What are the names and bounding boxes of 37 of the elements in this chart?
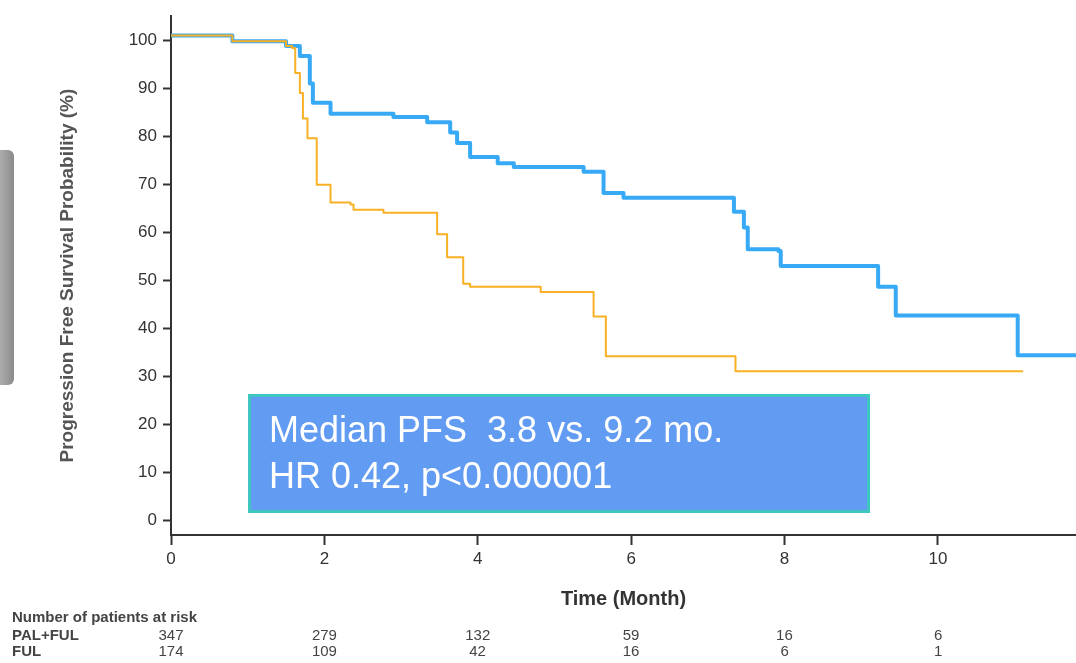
- text: 16: [776, 626, 793, 643]
- text: 109: [311, 642, 337, 659]
- y-tick-label: 60: [138, 222, 157, 242]
- text: Number of patients at risk: [12, 608, 198, 625]
- text: 59: [622, 626, 640, 643]
- text: PAL+FUL: [12, 626, 79, 643]
- x-tick-label: 8: [779, 548, 790, 568]
- text: 132: [465, 626, 491, 643]
- text: 1: [933, 642, 943, 659]
- y-tick-label: 10: [138, 462, 157, 482]
- y-tick-label: 40: [138, 318, 157, 338]
- text: FUL: [12, 642, 42, 659]
- annotation: HR 0.42, p<0.000001: [269, 454, 614, 498]
- text: 6: [933, 626, 943, 643]
- text: 16: [622, 642, 640, 659]
- x-tick-label: 4: [473, 548, 483, 568]
- y-axis-title: Progression Free Survival Probability (%): [55, 88, 77, 463]
- y-tick-label: 70: [138, 174, 157, 194]
- y-tick-label: 20: [138, 414, 157, 434]
- x-tick-label: 10: [928, 548, 948, 568]
- y-tick-label: 30: [138, 366, 157, 386]
- x-tick-label: 0: [166, 548, 176, 568]
- annotation: Median PFS 3.8 vs. 9.2 mo.: [269, 408, 725, 452]
- text: 174: [158, 642, 184, 659]
- y-tick-label: 80: [138, 125, 157, 145]
- text: 279: [311, 626, 337, 643]
- text: 42: [469, 642, 486, 659]
- text: 6: [780, 642, 789, 659]
- text: 347: [158, 626, 184, 643]
- y-tick-label: 0: [147, 510, 157, 530]
- y-tick-label: 100: [128, 29, 157, 49]
- x-axis-title: Time (Month): [560, 586, 687, 609]
- x-tick-label: 6: [626, 548, 636, 568]
- text-box: Median PFS 3.8 vs. 9.2 mo. HR 0.42, p<0.000001: [248, 394, 870, 513]
- x-tick-label: 2: [319, 548, 330, 568]
- y-tick-label: 50: [138, 270, 157, 290]
- y-tick-label: 90: [138, 77, 157, 97]
